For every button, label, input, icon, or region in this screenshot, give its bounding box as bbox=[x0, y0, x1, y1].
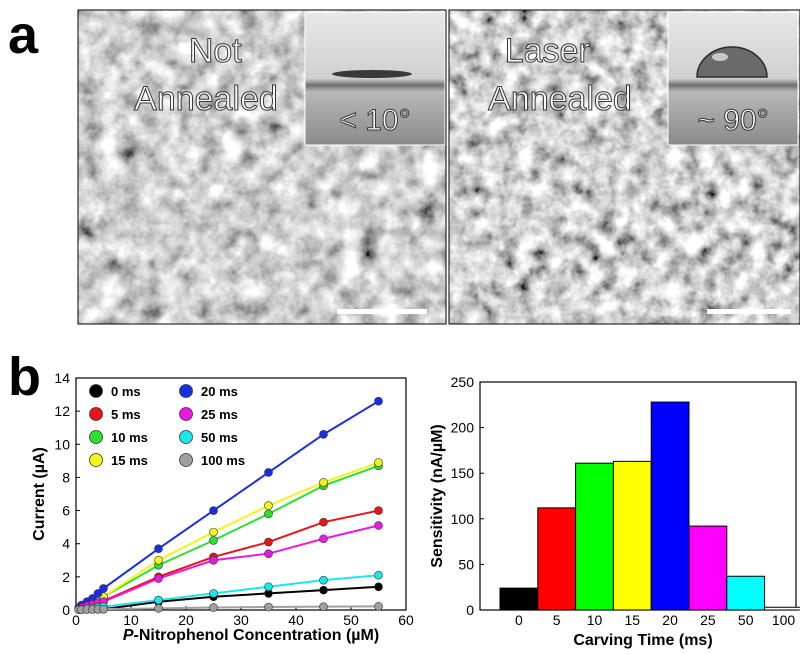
legend-marker bbox=[89, 453, 103, 467]
legend-label: 0 ms bbox=[111, 384, 141, 399]
data-point bbox=[319, 585, 328, 595]
data-point bbox=[374, 602, 383, 611]
y-tick-label: 10 bbox=[54, 436, 70, 452]
y-tick-label: 4 bbox=[62, 536, 70, 552]
y-tick-label: 8 bbox=[62, 469, 70, 485]
contact-angle-right-label: ~ 90° bbox=[697, 104, 768, 137]
data-point bbox=[99, 604, 108, 614]
caption-laser-annealed: Laser Annealed bbox=[488, 32, 632, 118]
contact-angle-left-label: < 10° bbox=[339, 104, 410, 137]
data-point bbox=[319, 478, 328, 487]
data-point bbox=[154, 574, 163, 583]
data-point bbox=[374, 582, 383, 592]
contact-angle-inset-left bbox=[304, 11, 446, 146]
data-point bbox=[319, 575, 328, 585]
y-tick-label: 14 bbox=[54, 370, 70, 386]
data-point bbox=[99, 584, 108, 593]
data-point bbox=[374, 506, 383, 515]
legend-label: 10 ms bbox=[111, 430, 148, 445]
data-point bbox=[264, 468, 273, 477]
caption-not-annealed: Not Annealed bbox=[134, 32, 278, 118]
legend-marker bbox=[179, 407, 193, 421]
legend-label: 100 ms bbox=[201, 453, 245, 468]
panel-label-a: a bbox=[8, 5, 39, 65]
data-point bbox=[319, 430, 328, 439]
data-point bbox=[374, 521, 383, 530]
data-point bbox=[209, 506, 218, 515]
legend-label: 15 ms bbox=[111, 453, 148, 468]
data-point bbox=[264, 602, 273, 612]
data-point bbox=[154, 595, 163, 605]
x-axis-label: P-Nitrophenol Concentration (µM) bbox=[123, 627, 379, 644]
panel-label-b: b bbox=[8, 347, 41, 407]
data-point bbox=[319, 602, 328, 611]
data-point bbox=[93, 589, 103, 598]
legend-marker bbox=[89, 430, 103, 444]
x-tick-label: 40 bbox=[288, 612, 304, 628]
x-tick-label: 30 bbox=[233, 612, 249, 628]
data-point bbox=[264, 549, 273, 558]
legend-marker bbox=[89, 407, 103, 421]
x-tick-label: 60 bbox=[398, 612, 414, 628]
legend-label: 5 ms bbox=[111, 407, 141, 422]
data-point bbox=[209, 527, 218, 537]
data-point bbox=[374, 458, 383, 467]
y-tick-label: 6 bbox=[62, 503, 70, 519]
y-tick-label: 2 bbox=[62, 569, 70, 585]
data-point bbox=[154, 544, 163, 553]
data-point bbox=[374, 396, 383, 406]
data-point bbox=[154, 555, 163, 565]
data-point bbox=[264, 509, 273, 519]
y-tick-label: 12 bbox=[54, 403, 70, 419]
legend-marker bbox=[89, 384, 103, 398]
legend-label: 20 ms bbox=[201, 384, 238, 399]
data-point bbox=[154, 604, 163, 613]
x-tick-label: 0 bbox=[72, 612, 80, 628]
legend-marker bbox=[179, 453, 193, 467]
data-point bbox=[264, 501, 273, 510]
data-point bbox=[319, 517, 328, 527]
data-point bbox=[209, 555, 218, 565]
legend-label: 50 ms bbox=[201, 430, 238, 445]
data-point bbox=[319, 534, 328, 544]
data-point bbox=[374, 570, 383, 580]
x-tick-label: 50 bbox=[343, 612, 359, 628]
data-point bbox=[209, 603, 218, 612]
legend-label: 25 ms bbox=[201, 407, 238, 422]
contact-angle-inset-right bbox=[667, 11, 799, 146]
y-axis-label: Current (µA) bbox=[31, 447, 48, 541]
scale-bar-left bbox=[337, 309, 427, 314]
data-point bbox=[209, 589, 218, 598]
data-point bbox=[209, 536, 218, 545]
data-point bbox=[264, 582, 273, 592]
x-tick-label: 20 bbox=[178, 612, 194, 628]
x-tick-label: 10 bbox=[123, 612, 139, 628]
data-point bbox=[264, 537, 273, 547]
legend-marker bbox=[179, 384, 193, 398]
legend-marker bbox=[179, 430, 193, 444]
y-tick-label: 0 bbox=[62, 602, 70, 618]
scale-bar-right bbox=[707, 309, 791, 314]
